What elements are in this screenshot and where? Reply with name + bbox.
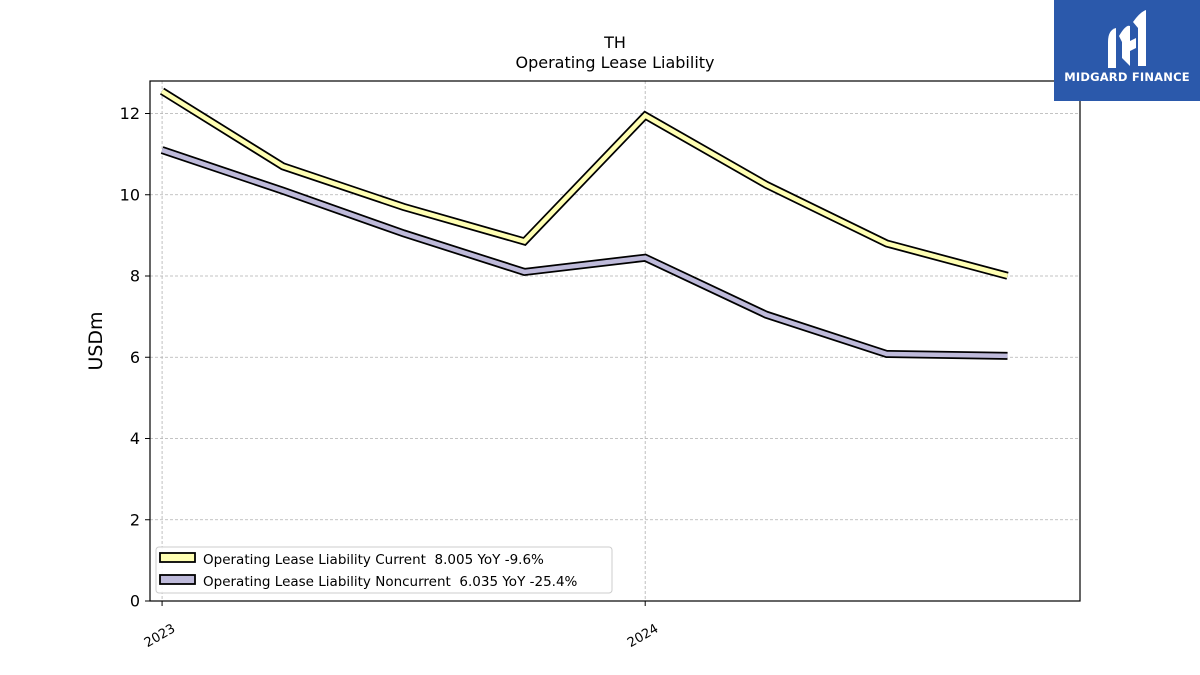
midgard-logo-icon: [1108, 10, 1146, 68]
legend-box: [155, 546, 613, 594]
y-axis: 0 2 4 6 8 10 12: [120, 104, 150, 611]
series-line: [160, 89, 1009, 278]
x-tick-label: 2024: [625, 621, 661, 651]
midgard-finance-logo: MIDGARD FINANCE: [1054, 0, 1200, 101]
grid: [150, 81, 1080, 601]
series-0: [159, 87, 1009, 280]
plot-frame: [149, 80, 1081, 602]
series-line: [161, 147, 1008, 359]
y-tick-label: 2: [130, 510, 140, 529]
legend-swatch-current: [159, 552, 196, 563]
chart-subtitle: Operating Lease Liability: [515, 53, 714, 72]
y-tick-label: 6: [130, 348, 140, 367]
x-axis: 2023 2024: [142, 601, 661, 651]
y-tick-label: 8: [130, 267, 140, 286]
series-1: [160, 146, 1008, 360]
legend-label-current: Operating Lease Liability Current 8.005 …: [203, 552, 544, 568]
y-tick-label: 0: [130, 592, 140, 611]
chart-title: TH: [603, 33, 626, 52]
y-axis-label: USDm: [85, 311, 107, 370]
y-tick-label: 4: [130, 429, 140, 448]
legend-swatch-noncurrent: [159, 574, 196, 585]
legend: Operating Lease Liability Current 8.005 …: [155, 546, 613, 594]
y-tick-label: 12: [120, 104, 140, 123]
series-layer: [159, 87, 1009, 360]
logo-text: MIDGARD FINANCE: [1064, 70, 1190, 84]
legend-label-noncurrent: Operating Lease Liability Noncurrent 6.0…: [203, 574, 578, 590]
x-tick-label: 2023: [142, 621, 178, 651]
y-tick-label: 10: [120, 185, 140, 204]
series-line-outline: [159, 87, 1009, 280]
